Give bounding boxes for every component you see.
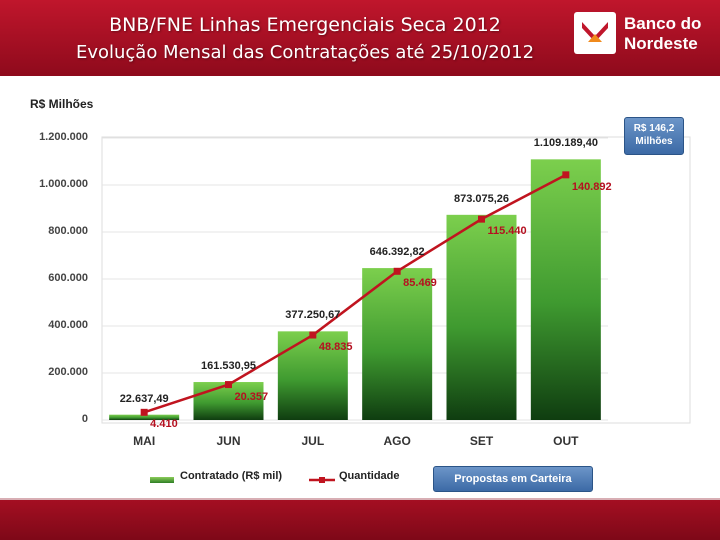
total-note-line-1: R$ 146,2 <box>633 123 675 134</box>
quantity-marker <box>393 267 401 275</box>
bar-jun <box>193 382 264 420</box>
y-tick-label: 600.000 <box>48 272 88 284</box>
quantity-value-label: 85.469 <box>403 277 437 290</box>
x-tick-label: JUN <box>216 434 241 448</box>
y-tick-label: 400.000 <box>48 319 88 331</box>
quantity-marker <box>478 215 485 223</box>
bar-mai <box>109 414 180 420</box>
proposals-button[interactable]: Propostas em Carteira <box>433 466 593 492</box>
y-tick-label: 1.200.000 <box>39 131 88 143</box>
quantity-value-label: 140.892 <box>571 180 612 193</box>
bar-out <box>530 159 601 420</box>
legend-line-label: Quantidade <box>339 470 400 482</box>
legend-bar-swatch <box>150 477 174 483</box>
title-line-2: Evolução Mensal das Contratações até 25/… <box>75 42 535 63</box>
total-note-line-2: Milhões <box>635 136 673 147</box>
x-tick-label: JUL <box>301 434 325 448</box>
bar-ago <box>362 268 433 420</box>
bar-value-label: 377.250,67 <box>285 309 341 322</box>
quantity-value-label: 20.357 <box>234 390 269 403</box>
x-tick-label: SET <box>469 434 494 448</box>
total-note-box: R$ 146,2 Milhões <box>624 117 684 155</box>
quantity-marker <box>309 331 317 339</box>
bar-value-label: 22.637,49 <box>119 392 169 405</box>
footer-divider <box>0 498 720 500</box>
quantity-line <box>143 173 567 414</box>
quantity-marker <box>225 381 232 389</box>
logo-text-line-2: Nordeste <box>624 34 698 53</box>
logo-text-line-1: Banco do <box>624 14 702 33</box>
y-tick-label: 0 <box>81 413 88 425</box>
footer-band <box>0 500 720 540</box>
bar-value-label: 646.392,82 <box>369 246 425 259</box>
quantity-value-label: 115.440 <box>487 225 527 238</box>
logo-mark-icon <box>574 12 616 54</box>
quantity-value-label: 48.835 <box>318 341 353 354</box>
x-tick-label: OUT <box>553 434 579 448</box>
quantity-marker <box>140 408 148 416</box>
bank-logo: Banco do Nordeste <box>574 12 714 60</box>
y-tick-label: 1.000.000 <box>39 178 88 190</box>
y-tick-label: 200.000 <box>48 366 88 378</box>
bar-value-label: 873.075,26 <box>453 192 510 205</box>
x-tick-label: MAI <box>133 434 156 448</box>
x-tick-label: AGO <box>383 434 411 448</box>
bar-value-label: 161.530,95 <box>200 360 257 373</box>
legend-line-swatch <box>309 477 335 483</box>
bar-set <box>446 214 517 420</box>
header-banner: BNB/FNE Linhas Emergenciais Seca 2012 Ev… <box>0 0 720 76</box>
quantity-value-label: 4.410 <box>150 418 178 431</box>
bar-jul <box>277 331 348 420</box>
y-tick-label: 800.000 <box>48 225 88 237</box>
legend-bar-label: Contratado (R$ mil) <box>180 470 283 482</box>
quantity-marker <box>562 171 570 179</box>
title-line-1: BNB/FNE Linhas Emergenciais Seca 2012 <box>109 14 501 36</box>
y-axis-label: R$ Milhões <box>30 97 94 111</box>
bar-value-label: 1.109.189,40 <box>533 137 598 150</box>
